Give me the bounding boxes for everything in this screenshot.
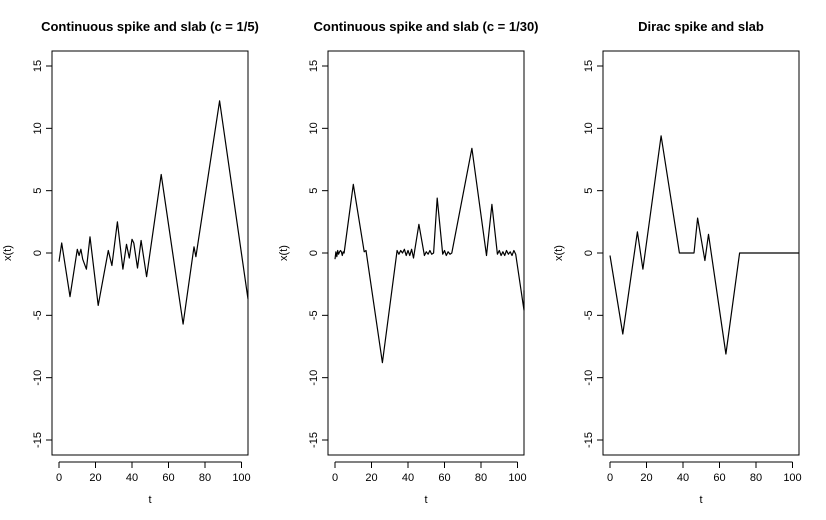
panel-1-y-tick-label: -10 [32, 370, 44, 386]
panel-3-x-tick-label: 0 [607, 472, 613, 484]
panel-2-x-tick-label: 80 [475, 472, 487, 484]
panel-2-x-tick-label: 100 [508, 472, 526, 484]
panel-2-y-tick-label: 10 [308, 122, 320, 134]
panel-1-x-tick-label: 100 [232, 472, 250, 484]
panel-1-series-line [58, 100, 249, 325]
panel-2-x-axis-label: t [424, 494, 427, 506]
panel-1: Continuous spike and slab (c = 1/5) -15-… [2, 19, 259, 506]
panel-1-y-tick-label: 5 [32, 188, 44, 194]
panel-1-y-tick-label: -5 [32, 310, 44, 320]
panel-3-x-tick-label: 20 [640, 472, 652, 484]
panel-1-y-tick-label: 15 [32, 60, 44, 72]
panel-1-x-tick-label: 20 [89, 472, 101, 484]
panel-2-x-tick-label: 40 [402, 472, 414, 484]
panel-2-title: Continuous spike and slab (c = 1/30) [313, 19, 538, 34]
panel-3-series-line [609, 135, 799, 355]
panel-1-x-axis-label: t [148, 494, 151, 506]
panel-1-x-tick-label: 0 [56, 472, 62, 484]
panel-2-series-line [334, 147, 525, 364]
panel-3-y-axis: -15 -10 -5 0 5 10 15 [583, 60, 603, 448]
panel-3-y-tick-label: 5 [583, 188, 595, 194]
panel-3-x-tick-label: 60 [713, 472, 725, 484]
panel-2-x-tick-label: 20 [365, 472, 377, 484]
panel-2-x-tick-label: 60 [438, 472, 450, 484]
panel-3-y-tick-label: 15 [583, 60, 595, 72]
panel-2-y-tick-label: -5 [308, 310, 320, 320]
panel-2-y-tick-label: -10 [308, 370, 320, 386]
panel-2-x-tick-label: 0 [332, 472, 338, 484]
panel-1-x-tick-label: 60 [162, 472, 174, 484]
panel-2-y-tick-label: 5 [308, 188, 320, 194]
panel-3-x-tick-label: 40 [677, 472, 689, 484]
panel-2-x-axis: 0 20 40 60 80 100 [332, 461, 527, 484]
panel-1-y-tick-label: 10 [32, 122, 44, 134]
panel-1-y-tick-label: -15 [32, 432, 44, 448]
panel-3-y-tick-label: -10 [583, 370, 595, 386]
panel-1-y-tick-label: 0 [32, 250, 44, 256]
panel-3: Dirac spike and slab -15 -10 -5 0 5 10 15 0 20 4… [553, 19, 802, 506]
panel-1-x-tick-label: 40 [126, 472, 138, 484]
panel-1-y-axis: -15 -10 -5 0 5 10 15 [32, 60, 52, 448]
panel-3-y-tick-label: -5 [583, 310, 595, 320]
panel-2-y-tick-label: 0 [308, 250, 320, 256]
panel-3-y-tick-label: 10 [583, 122, 595, 134]
panel-3-y-tick-label: -15 [583, 432, 595, 448]
panel-3-x-tick-label: 100 [783, 472, 801, 484]
panel-2-y-axis-label: x(t) [278, 245, 290, 261]
panel-3-title: Dirac spike and slab [638, 19, 764, 34]
panel-1-y-axis-label: x(t) [2, 245, 14, 261]
panel-3-x-axis: 0 20 40 60 80 100 [607, 461, 802, 484]
panel-1-title: Continuous spike and slab (c = 1/5) [41, 19, 259, 34]
panel-2-y-tick-label: 15 [308, 60, 320, 72]
panel-2-y-axis: -15 -10 -5 0 5 10 15 [308, 60, 328, 448]
panel-2: Continuous spike and slab (c = 1/30) -15… [278, 19, 539, 506]
panel-3-x-tick-label: 80 [750, 472, 762, 484]
panel-3-y-axis-label: x(t) [553, 245, 565, 261]
panel-1-x-axis: 0 20 40 60 80 100 [56, 461, 251, 484]
panel-2-y-tick-label: -15 [308, 432, 320, 448]
panel-1-x-tick-label: 80 [199, 472, 211, 484]
panel-3-x-axis-label: t [699, 494, 702, 506]
panel-3-y-tick-label: 0 [583, 250, 595, 256]
